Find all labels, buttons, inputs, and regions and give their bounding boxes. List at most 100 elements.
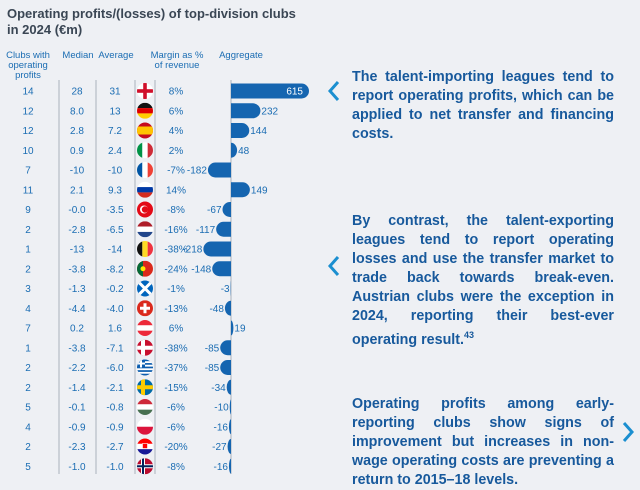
chevron-left-icon [326,255,342,277]
average-value: -14 [108,245,123,256]
clubs-value: 10 [22,146,34,157]
aggregate-bar [231,143,237,158]
margin-value: -20% [164,442,187,453]
aggregate-bar [220,360,231,375]
average-value: 7.2 [108,126,122,137]
margin-value: 6% [169,324,184,335]
median-value: -1.4 [68,383,86,394]
clubs-value: 2 [25,225,31,236]
aggregate-bar [225,301,231,316]
italy-flag-icon [137,142,153,158]
average-value: -6.5 [106,225,124,236]
aggregate-value: 144 [250,126,267,137]
margin-value: -38% [164,343,187,354]
median-value: -13 [70,245,85,256]
table-row: 5-1.0-1.0-8%-16 [25,458,231,474]
aggregate-bar [212,261,231,276]
norway-flag-icon [137,458,153,474]
table-row: 3-1.3-0.2-1%-3 [25,281,231,297]
margin-value: -8% [167,462,185,473]
median-value: 0.9 [70,146,84,157]
median-value: -1.0 [68,462,86,473]
clubs-value: 12 [22,126,34,137]
margin-value: -24% [164,264,187,275]
clubs-value: 1 [25,245,31,256]
aggregate-bar [231,103,260,118]
aggregate-value: -85 [205,343,220,354]
netherlands-flag-icon [137,221,153,237]
footnote-ref: 43 [464,330,474,340]
average-value: 31 [109,87,121,98]
aggregate-bar [229,459,231,474]
median-value: 0.2 [70,324,84,335]
aggregate-value: -218 [182,245,202,256]
greece-flag-icon [137,360,153,376]
table-row: 2-2.8-6.5-16%-117 [25,221,231,237]
median-value: -0.1 [68,403,86,414]
clubs-value: 2 [25,442,31,453]
average-value: 1.6 [108,324,122,335]
margin-value: 14% [166,185,186,196]
median-value: 2.8 [70,126,84,137]
clubs-value: 4 [25,304,31,315]
average-value: -10 [108,166,123,177]
median-value: -4.4 [68,304,86,315]
poland-flag-icon [137,419,153,435]
aggregate-bar [229,419,231,434]
median-value: -0.9 [68,422,86,433]
median-value: -3.8 [68,343,86,354]
aggregate-bar [230,400,231,415]
clubs-value: 9 [25,205,31,216]
aggregate-bar [231,182,250,197]
margin-value: -15% [164,383,187,394]
clubs-value: 3 [25,284,31,295]
england-flag-icon [137,83,153,99]
median-value: 8.0 [70,106,84,117]
aggregate-value: -182 [187,166,207,177]
average-value: -0.9 [106,422,124,433]
portugal-flag-icon [137,261,153,277]
margin-value: -6% [167,422,185,433]
spain-flag-icon [137,123,153,139]
average-value: -2.7 [106,442,124,453]
clubs-value: 1 [25,343,31,354]
aggregate-bar [216,222,231,237]
average-value: -4.0 [106,304,124,315]
scotland-flag-icon [137,281,153,297]
aggregate-value: -16 [214,422,229,433]
average-value: -1.0 [106,462,124,473]
denmark-flag-icon [137,340,153,356]
clubs-value: 2 [25,264,31,275]
germany-flag-icon [137,103,153,119]
margin-value: 2% [169,146,184,157]
turkey-flag-icon [137,202,153,218]
croatia-flag-icon [137,439,153,455]
average-value: 9.3 [108,185,122,196]
clubs-value: 7 [25,166,31,177]
median-value: 28 [71,87,83,98]
average-value: -3.5 [106,205,124,216]
aggregate-value: -10 [214,403,229,414]
table-row: 2-3.8-8.2-24%-148 [25,261,231,277]
table-row: 2-1.4-2.1-15%-34 [25,379,231,395]
average-value: -0.8 [106,403,124,414]
table-row: 7-10-10-7%-182 [25,162,231,178]
clubs-value: 12 [22,106,34,117]
average-value: 13 [109,106,121,117]
table-row: 5-0.1-0.8-6%-10 [25,399,231,415]
margin-value: 8% [169,87,184,98]
panel-text: By contrast, the talent-exporting league… [352,213,614,348]
margin-value: -6% [167,403,185,414]
russia-flag-icon [137,182,153,198]
chevron-left-icon [326,80,342,102]
aggregate-value: -3 [221,284,230,295]
clubs-value: 11 [23,185,34,196]
clubs-value: 4 [25,422,31,433]
clubs-value: 14 [22,87,34,98]
aggregate-value: 19 [234,324,246,335]
aggregate-bar [227,380,231,395]
median-value: 2.1 [70,185,84,196]
